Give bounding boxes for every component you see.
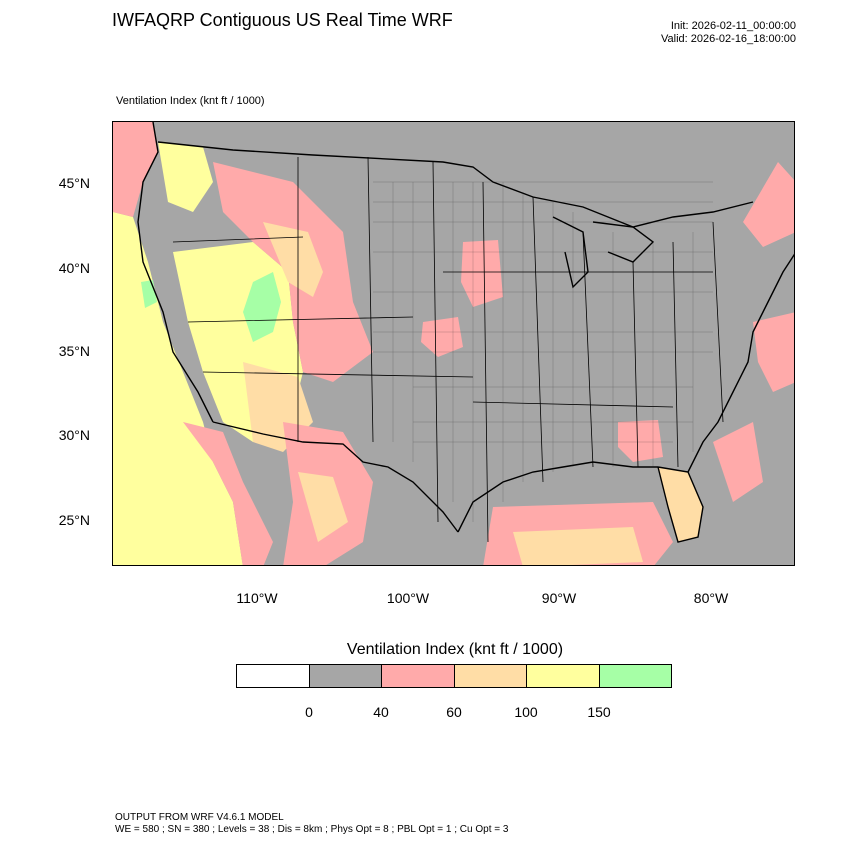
utah-green — [243, 272, 281, 342]
us-canada-border — [157, 141, 754, 228]
lat-label-40: 40°N — [58, 260, 90, 276]
mexico-orange — [298, 472, 348, 542]
lat-label-35: 35°N — [58, 343, 90, 359]
rockies-orange — [263, 222, 323, 297]
lon-label-100: 100°W — [386, 590, 430, 606]
georgia-pink — [618, 420, 663, 462]
pnw-yellow — [158, 142, 213, 212]
atlantic-coast — [687, 253, 794, 473]
pacific-pink-region — [113, 122, 158, 217]
us-mexico-border — [212, 421, 459, 533]
state-lines — [172, 156, 724, 543]
colorbar-title: Ventilation Index (knt ft / 1000) — [346, 641, 564, 658]
baja-pink-region — [183, 422, 273, 565]
valid-time: Valid: 2026-02-16_18:00:00 — [661, 33, 796, 45]
lon-label-110: 110°W — [236, 590, 278, 606]
colorbar-box-3 — [382, 665, 455, 687]
colorbar — [236, 664, 672, 688]
map-title: IWFAQRP Contiguous US Real Time WRF — [112, 10, 453, 30]
colorbar-box-2 — [309, 665, 382, 687]
colorbar-box-5 — [527, 665, 600, 687]
footer-model: OUTPUT FROM WRF V4.6.1 MODEL — [115, 812, 284, 823]
colorbar-box-4 — [454, 665, 527, 687]
gulf-coast — [457, 461, 658, 533]
lat-label-30: 30°N — [58, 427, 90, 443]
colorbar-label-0: 0 — [305, 704, 313, 720]
kansas-pink — [421, 317, 463, 357]
init-time: Init: 2026-02-11_00:00:00 — [670, 20, 796, 32]
colorbar-label-60: 60 — [446, 704, 462, 720]
colorbar-label-150: 150 — [587, 704, 611, 720]
colorbar-label-100: 100 — [514, 704, 538, 720]
newengland-pink — [743, 162, 794, 247]
lat-label-45: 45°N — [58, 175, 90, 191]
atlantic-pink-south — [713, 422, 763, 502]
atlantic-pink — [753, 312, 794, 392]
gulf-orange — [513, 527, 643, 565]
field-label: Ventilation Index (knt ft / 1000) — [116, 95, 265, 107]
colorbar-box-6 — [599, 665, 671, 687]
pacific-coast — [137, 122, 214, 423]
colorbar-box-1 — [237, 665, 310, 687]
map-canvas — [113, 122, 794, 565]
ventilation-shading — [113, 122, 794, 565]
florida-yellow — [658, 467, 703, 542]
colorbar-label-40: 40 — [373, 704, 389, 720]
county-lines — [373, 181, 713, 522]
lat-label-25: 25°N — [58, 512, 90, 528]
lon-label-90: 90°W — [541, 590, 577, 606]
map-panel — [112, 121, 795, 566]
lon-label-80: 80°W — [693, 590, 729, 606]
footer-config: WE = 580 ; SN = 380 ; Levels = 38 ; Dis … — [115, 824, 509, 835]
iowa-pink — [461, 240, 503, 307]
